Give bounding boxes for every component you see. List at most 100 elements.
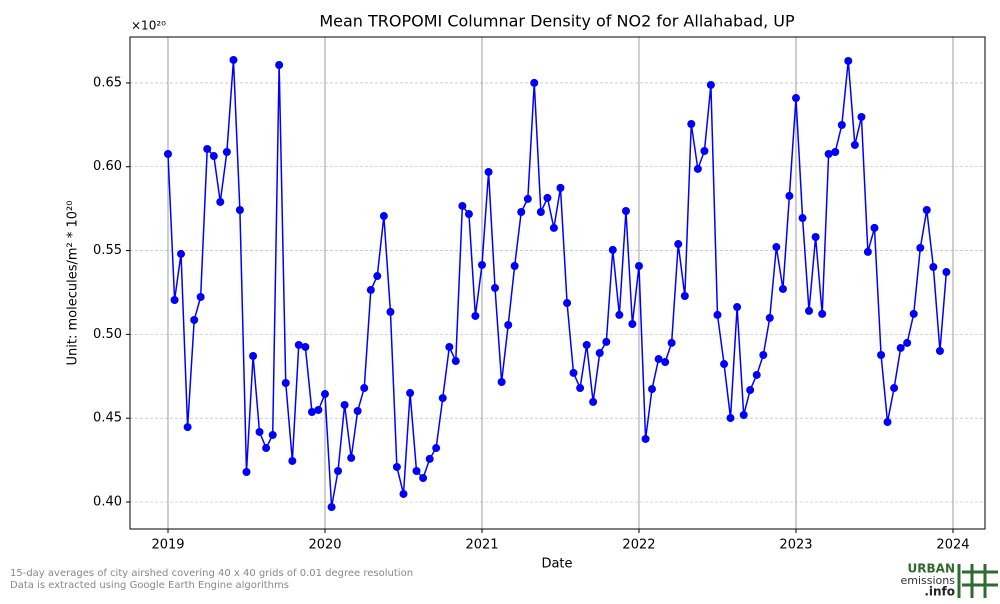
data-point <box>641 434 650 443</box>
data-point <box>818 309 827 318</box>
data-point <box>222 147 231 156</box>
data-point <box>883 418 892 427</box>
data-point <box>837 121 846 130</box>
data-point <box>687 120 696 129</box>
data-point <box>563 299 572 308</box>
data-point <box>262 444 271 453</box>
data-point <box>288 456 297 465</box>
data-point <box>857 112 866 121</box>
data-point <box>909 309 918 318</box>
y-tick-label: 0.65 <box>93 75 122 90</box>
y-tick-label: 0.45 <box>93 411 122 426</box>
data-point <box>327 503 336 512</box>
data-point <box>634 261 643 270</box>
logo-icon <box>957 564 998 598</box>
plot-frame <box>129 36 986 530</box>
data-point <box>543 193 552 202</box>
data-point <box>589 397 598 406</box>
data-point <box>497 377 506 386</box>
data-point <box>536 208 545 217</box>
x-tick-label: 2021 <box>465 538 498 553</box>
data-point <box>831 147 840 156</box>
data-point <box>504 320 513 329</box>
data-point <box>510 261 519 270</box>
chart-title: Mean TROPOMI Columnar Density of NO2 for… <box>319 12 795 31</box>
data-point <box>392 462 401 471</box>
data-point <box>432 444 441 453</box>
data-point <box>549 223 558 232</box>
data-point <box>249 352 258 361</box>
data-point <box>530 78 539 87</box>
data-point <box>399 489 408 498</box>
data-point <box>209 152 218 161</box>
x-tick-label: 2024 <box>936 538 969 553</box>
data-point <box>713 310 722 319</box>
data-point <box>379 212 388 221</box>
data-point <box>268 430 277 439</box>
data-point <box>890 384 899 393</box>
data-point <box>491 283 500 292</box>
data-point <box>255 427 264 436</box>
data-point <box>569 368 578 377</box>
x-tick-label: 2019 <box>151 538 184 553</box>
data-point <box>314 405 323 414</box>
data-point <box>798 214 807 223</box>
data-point <box>595 348 604 357</box>
data-point <box>903 338 912 347</box>
data-point <box>615 310 624 319</box>
data-point <box>216 197 225 206</box>
data-point <box>477 260 486 269</box>
data-point <box>203 144 212 153</box>
data-point <box>307 407 316 416</box>
data-point <box>733 303 742 312</box>
data-point <box>863 247 872 256</box>
data-point <box>229 55 238 64</box>
data-point <box>759 350 768 359</box>
data-point <box>425 454 434 463</box>
data-point <box>922 205 931 214</box>
data-point <box>320 390 329 399</box>
data-point <box>170 296 179 305</box>
data-point <box>752 370 761 379</box>
data-point <box>772 243 781 252</box>
data-point <box>680 291 689 300</box>
data-point <box>791 94 800 103</box>
data-point <box>190 315 199 324</box>
data-point <box>935 346 944 355</box>
data-point <box>235 205 244 214</box>
data-point <box>196 292 205 301</box>
footnote: Data is extracted using Google Earth Eng… <box>10 580 289 591</box>
data-point <box>654 355 663 364</box>
data-point <box>582 340 591 349</box>
data-point <box>458 201 467 210</box>
logo-text: emissions <box>901 574 956 587</box>
data-point <box>438 394 447 403</box>
y-tick-label: 0.40 <box>93 495 122 510</box>
data-point <box>334 466 343 475</box>
y-offset-label: ×10²⁰ <box>131 19 166 33</box>
data-point <box>471 311 480 320</box>
footnote: 15-day averages of city airshed covering… <box>10 568 413 579</box>
data-point <box>177 249 186 258</box>
logo-text: .info <box>924 585 955 599</box>
data-point <box>850 140 859 149</box>
y-tick-label: 0.55 <box>93 243 122 258</box>
data-point <box>661 358 670 367</box>
data-point <box>785 191 794 200</box>
logo: URBAN emissions .info <box>901 562 998 599</box>
data-point <box>464 210 473 219</box>
data-point <box>726 414 735 423</box>
data-point <box>674 240 683 249</box>
data-point <box>942 268 951 277</box>
data-point <box>765 313 774 322</box>
data-point <box>700 146 709 155</box>
data-point <box>301 342 310 351</box>
data-point <box>608 245 617 254</box>
data-point <box>648 385 657 394</box>
data-point <box>275 60 284 69</box>
data-point <box>183 423 192 432</box>
data-point <box>929 262 938 271</box>
data-point <box>445 342 454 351</box>
data-point <box>366 285 375 294</box>
